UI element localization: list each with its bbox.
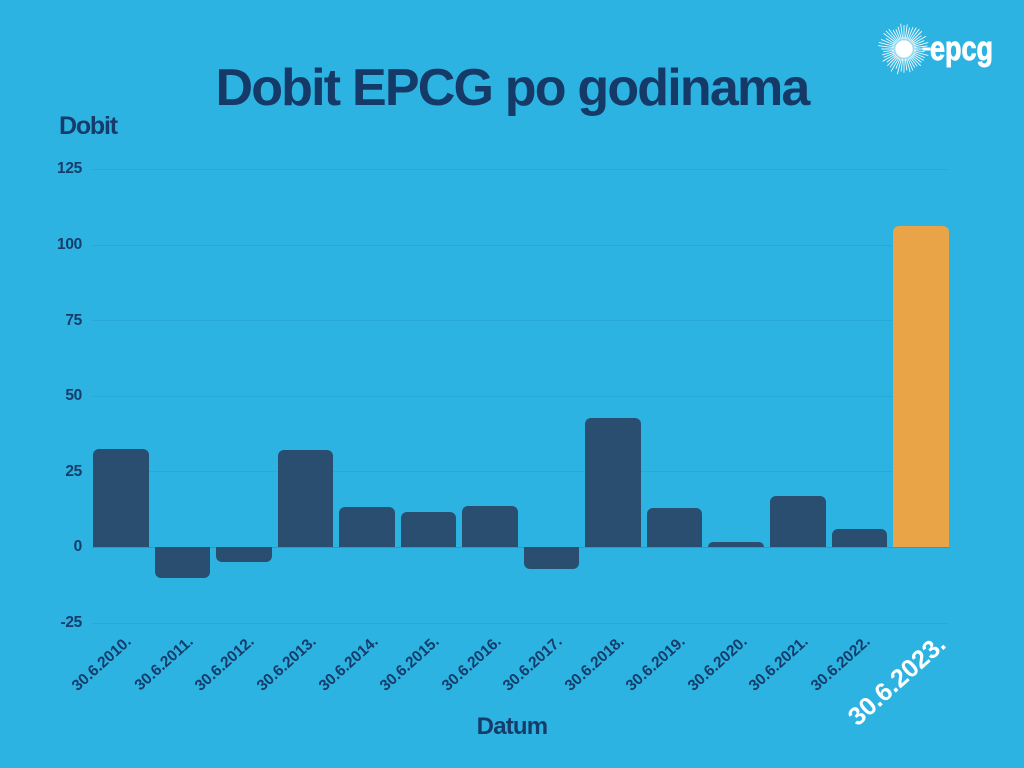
svg-text:epcg: epcg [930, 30, 993, 68]
